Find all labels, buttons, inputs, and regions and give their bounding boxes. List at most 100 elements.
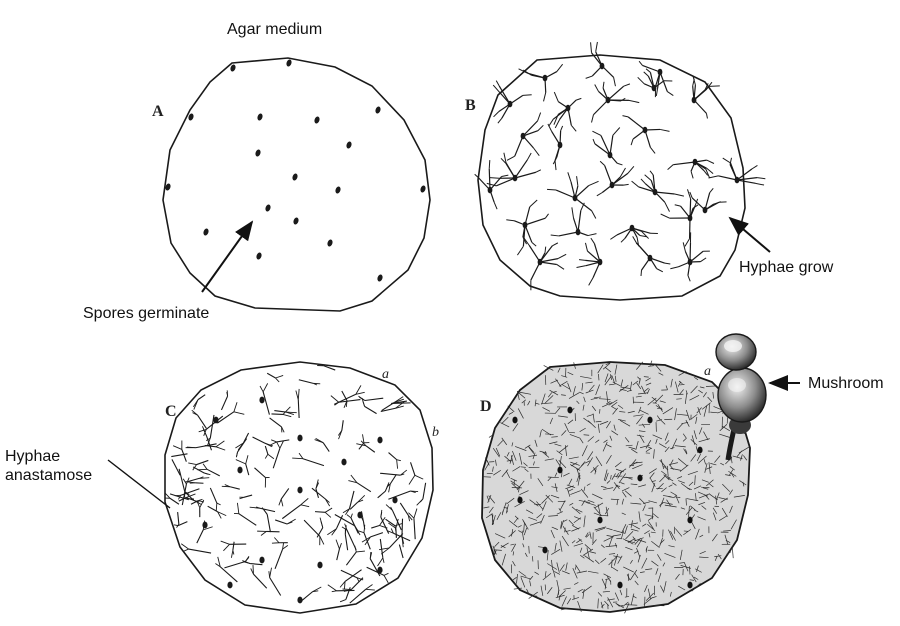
hypha-branch bbox=[383, 572, 389, 576]
hypha-mesh bbox=[528, 447, 535, 454]
hypha-mesh bbox=[542, 573, 552, 581]
hypha-mesh bbox=[658, 443, 667, 449]
hypha-branch bbox=[380, 516, 390, 534]
spore bbox=[259, 556, 265, 564]
hypha-mesh bbox=[524, 552, 528, 558]
hypha-branch bbox=[709, 188, 714, 194]
hypha-mesh bbox=[694, 475, 696, 486]
hypha-mesh bbox=[701, 479, 709, 483]
hypha-mesh bbox=[548, 515, 558, 517]
hypha-mesh bbox=[597, 423, 600, 433]
hypha-branch bbox=[694, 198, 699, 206]
hypha-mesh bbox=[646, 388, 650, 394]
hypha-branch bbox=[396, 459, 399, 469]
hypha-branch bbox=[722, 157, 731, 164]
hypha-mesh bbox=[603, 536, 614, 542]
hypha-mesh bbox=[674, 408, 677, 421]
hypha-mesh bbox=[561, 430, 567, 436]
hypha-branch bbox=[528, 245, 541, 263]
hypha-mesh bbox=[723, 530, 731, 532]
hypha-mesh bbox=[512, 423, 519, 432]
hypha-branch bbox=[197, 414, 207, 429]
hypha-branch bbox=[379, 538, 384, 558]
hypha-branch bbox=[390, 506, 393, 511]
hypha-mesh bbox=[494, 533, 506, 539]
hypha-mesh bbox=[586, 483, 591, 486]
hypha-mesh bbox=[643, 387, 649, 393]
hypha-branch bbox=[577, 210, 582, 233]
hypha-mesh bbox=[554, 472, 558, 477]
hypha-branch bbox=[280, 498, 284, 507]
hypha-branch bbox=[315, 479, 319, 489]
hypha-mesh bbox=[576, 472, 581, 483]
hypha-mesh bbox=[554, 483, 558, 492]
hypha-branch bbox=[244, 561, 251, 564]
hypha-mesh bbox=[551, 436, 558, 438]
spore bbox=[542, 74, 548, 82]
hypha-branch bbox=[362, 521, 366, 530]
hypha-branch bbox=[272, 448, 281, 469]
hypha-branch bbox=[527, 72, 546, 79]
hypha-branch bbox=[219, 566, 238, 583]
hypha-branch bbox=[607, 85, 625, 101]
hypha-branch bbox=[656, 268, 664, 273]
hypha-mesh bbox=[642, 423, 646, 428]
hypha-mesh bbox=[495, 459, 497, 466]
hypha-branch bbox=[229, 486, 240, 490]
hypha-branch bbox=[380, 547, 390, 555]
hypha-mesh bbox=[658, 418, 666, 425]
hypha-mesh bbox=[552, 569, 556, 578]
hypha-branch bbox=[199, 477, 210, 479]
hypha-branch bbox=[398, 544, 404, 559]
hypha-branch bbox=[314, 511, 326, 513]
hypha-mesh bbox=[567, 371, 574, 376]
hypha-mesh bbox=[630, 528, 639, 532]
hypha-mesh bbox=[645, 568, 653, 571]
hypha-mesh bbox=[743, 455, 748, 461]
hypha-mesh bbox=[697, 455, 707, 464]
hypha-branch bbox=[522, 236, 528, 245]
hypha-mesh bbox=[510, 543, 515, 546]
hypha-mesh bbox=[520, 575, 532, 580]
hypha-branch bbox=[407, 515, 413, 521]
hypha-branch bbox=[612, 127, 621, 136]
hypha-branch bbox=[335, 515, 344, 529]
hypha-mesh bbox=[625, 546, 633, 551]
hypha-mesh bbox=[639, 444, 650, 449]
hypha-mesh bbox=[657, 404, 663, 412]
hypha-mesh bbox=[695, 568, 702, 573]
hypha-branch bbox=[259, 385, 264, 393]
hypha-mesh bbox=[591, 493, 603, 500]
hypha-mesh bbox=[696, 453, 701, 462]
hypha-branch bbox=[533, 147, 540, 157]
hypha-mesh bbox=[528, 545, 530, 554]
hypha-mesh bbox=[655, 364, 662, 372]
hypha-mesh bbox=[636, 361, 644, 370]
hypha-mesh bbox=[649, 360, 653, 366]
hypha-mesh bbox=[529, 580, 532, 587]
hypha-mesh bbox=[636, 415, 643, 425]
hypha-mesh bbox=[661, 487, 667, 493]
hypha-mesh bbox=[691, 574, 697, 583]
hypha-mesh bbox=[709, 483, 714, 488]
hypha-mesh bbox=[595, 456, 603, 467]
hypha-branch bbox=[207, 505, 218, 513]
hypha-mesh bbox=[613, 424, 616, 431]
spore bbox=[697, 446, 703, 454]
hypha-mesh bbox=[718, 497, 728, 500]
hypha-branch bbox=[365, 584, 373, 590]
hypha-mesh bbox=[724, 534, 729, 545]
hypha-branch bbox=[552, 157, 558, 165]
hypha-branch bbox=[383, 575, 389, 584]
hypha-mesh bbox=[695, 416, 698, 424]
hypha-mesh bbox=[602, 362, 611, 370]
hypha-branch bbox=[627, 116, 646, 131]
hypha-mesh bbox=[616, 499, 619, 506]
hypha-mesh bbox=[546, 550, 549, 561]
hypha-mesh bbox=[524, 444, 531, 449]
hypha-mesh bbox=[581, 585, 592, 594]
hypha-mesh bbox=[716, 492, 720, 500]
hypha-branch bbox=[593, 243, 601, 263]
hypha-branch bbox=[342, 508, 350, 514]
hypha-branch bbox=[640, 270, 643, 277]
